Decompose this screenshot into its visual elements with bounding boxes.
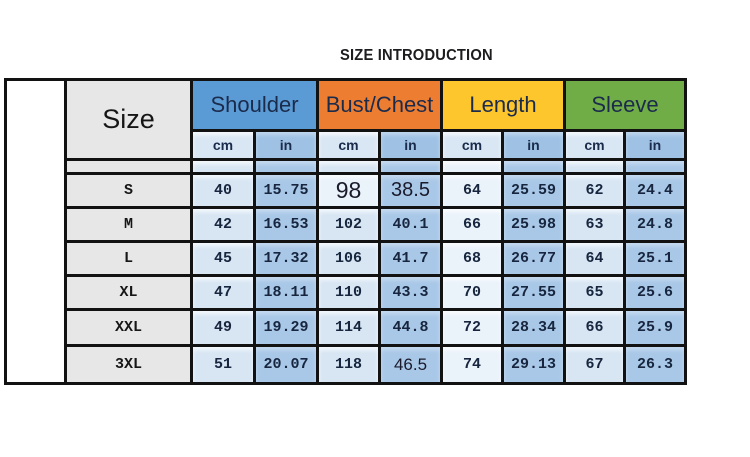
value-cell: 38.5 — [378, 172, 443, 209]
value-cell: 29.13 — [501, 344, 566, 385]
value-cell: 19.29 — [253, 308, 319, 347]
value-cell: 74 — [440, 344, 504, 385]
value-cell: 102 — [316, 206, 381, 243]
group-header-length: Length — [440, 78, 566, 132]
unit-cell-cm: cm — [440, 129, 504, 161]
value-cell: 46.5 — [378, 344, 443, 385]
value-cell: 25.1 — [623, 240, 687, 277]
unit-cell-cm: cm — [563, 129, 626, 161]
value-cell: 72 — [440, 308, 504, 347]
value-cell: 110 — [316, 274, 381, 311]
spacer-cell — [623, 158, 687, 175]
page-title: SIZE INTRODUCTION — [340, 47, 493, 64]
spacer-cell — [316, 158, 381, 175]
value-cell: 44.8 — [378, 308, 443, 347]
blank-left-cell — [4, 78, 67, 385]
value-cell: 24.4 — [623, 172, 687, 209]
spacer-cell — [190, 158, 256, 175]
value-cell: 18.11 — [253, 274, 319, 311]
value-cell: 65 — [563, 274, 626, 311]
value-cell: 66 — [563, 308, 626, 347]
group-header-sleeve: Sleeve — [563, 78, 687, 132]
unit-cell-in: in — [623, 129, 687, 161]
value-cell: 17.32 — [253, 240, 319, 277]
value-cell: 41.7 — [378, 240, 443, 277]
size-corner-header: Size — [64, 78, 193, 161]
value-cell: 98 — [316, 172, 381, 209]
value-cell: 25.98 — [501, 206, 566, 243]
spacer-cell — [253, 158, 319, 175]
size-row-label: S — [64, 172, 193, 209]
value-cell: 15.75 — [253, 172, 319, 209]
value-cell: 63 — [563, 206, 626, 243]
table-row-xxl: XXL 49 19.29 114 44.8 72 28.34 66 25.9 — [6, 308, 687, 347]
table-row-3xl: 3XL 51 20.07 118 46.5 74 29.13 67 26.3 — [6, 344, 687, 385]
value-cell: 40 — [190, 172, 256, 209]
header-row: Size Shoulder Bust/Chest Length Sleeve — [4, 78, 687, 385]
value-cell: 20.07 — [253, 344, 319, 385]
table-row-s: S 40 15.75 98 38.5 64 25.59 62 24.4 — [6, 172, 687, 209]
group-header-shoulder: Shoulder — [190, 78, 319, 132]
size-row-label: XXL — [64, 308, 193, 347]
value-cell: 25.6 — [623, 274, 687, 311]
value-cell: 51 — [190, 344, 256, 385]
value-cell: 27.55 — [501, 274, 566, 311]
value-cell: 118 — [316, 344, 381, 385]
size-row-label: XL — [64, 274, 193, 311]
value-cell: 28.34 — [501, 308, 566, 347]
spacer-cell — [64, 158, 193, 175]
unit-cell-cm: cm — [316, 129, 381, 161]
value-cell: 40.1 — [378, 206, 443, 243]
table-row-l: L 45 17.32 106 41.7 68 26.77 64 25.1 — [6, 240, 687, 277]
value-cell: 16.53 — [253, 206, 319, 243]
value-cell: 45 — [190, 240, 256, 277]
value-cell: 106 — [316, 240, 381, 277]
unit-cell-in: in — [378, 129, 443, 161]
unit-cell-cm: cm — [190, 129, 256, 161]
spacer-cell — [501, 158, 566, 175]
value-cell: 68 — [440, 240, 504, 277]
value-cell: 25.59 — [501, 172, 566, 209]
value-cell: 26.3 — [623, 344, 687, 385]
spacer-cell — [440, 158, 504, 175]
value-cell: 49 — [190, 308, 256, 347]
value-cell: 66 — [440, 206, 504, 243]
size-row-label: 3XL — [64, 344, 193, 385]
size-row-label: L — [64, 240, 193, 277]
value-cell: 70 — [440, 274, 504, 311]
value-cell: 24.8 — [623, 206, 687, 243]
value-cell: 114 — [316, 308, 381, 347]
value-cell: 64 — [563, 240, 626, 277]
table-row-xl: XL 47 18.11 110 43.3 70 27.55 65 25.6 — [6, 274, 687, 311]
value-cell: 67 — [563, 344, 626, 385]
value-cell: 47 — [190, 274, 256, 311]
spacer-row — [6, 158, 687, 175]
unit-cell-in: in — [501, 129, 566, 161]
unit-cell-in: in — [253, 129, 319, 161]
value-cell: 43.3 — [378, 274, 443, 311]
value-cell: 26.77 — [501, 240, 566, 277]
spacer-cell — [378, 158, 443, 175]
value-cell: 25.9 — [623, 308, 687, 347]
spacer-cell — [563, 158, 626, 175]
value-cell: 42 — [190, 206, 256, 243]
table-row-m: M 42 16.53 102 40.1 66 25.98 63 24.8 — [6, 206, 687, 243]
size-row-label: M — [64, 206, 193, 243]
size-table: Size Shoulder Bust/Chest Length Sleeve c… — [4, 78, 687, 385]
value-cell: 62 — [563, 172, 626, 209]
value-cell: 64 — [440, 172, 504, 209]
group-header-bust-chest: Bust/Chest — [316, 78, 443, 132]
units-row: cm in cm in cm in cm in — [6, 129, 687, 161]
